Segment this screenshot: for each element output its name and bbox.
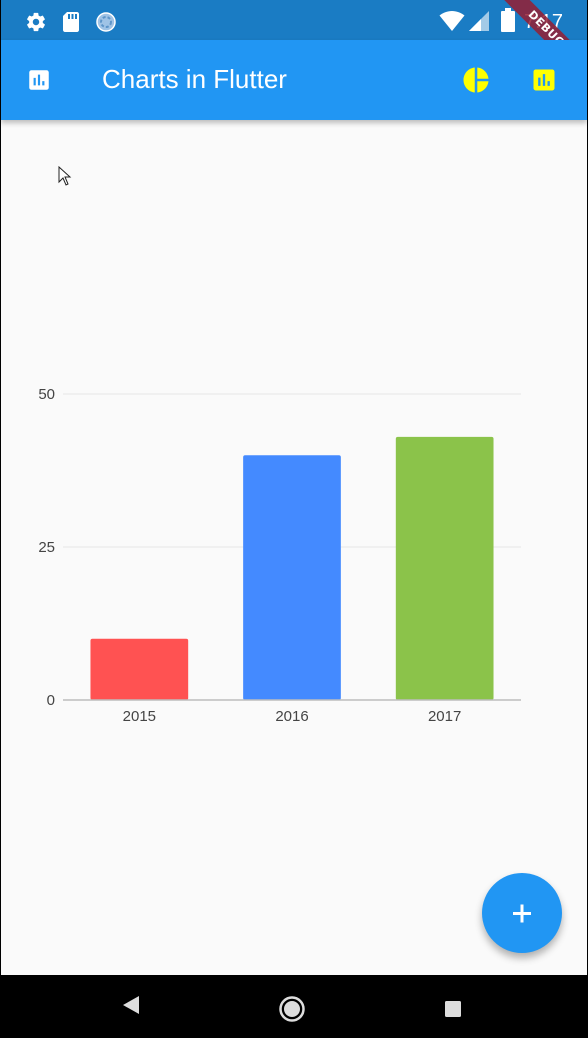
recents-icon[interactable]	[444, 1000, 462, 1018]
bar-2016	[243, 455, 341, 700]
y-tick-label: 25	[38, 539, 55, 556]
bar-2017	[396, 437, 494, 700]
add-fab-button[interactable]	[482, 873, 562, 953]
x-tick-label: 2017	[428, 708, 461, 725]
mouse-cursor-icon	[58, 166, 72, 186]
back-icon[interactable]	[120, 993, 142, 1017]
add-icon	[482, 873, 562, 953]
y-tick-label: 50	[38, 386, 55, 403]
system-nav-bar	[1, 975, 587, 1038]
x-tick-label: 2015	[123, 708, 156, 725]
bar-2015	[90, 639, 188, 700]
x-tick-label: 2016	[275, 708, 308, 725]
home-icon[interactable]	[278, 995, 306, 1023]
y-tick-label: 0	[47, 692, 55, 709]
